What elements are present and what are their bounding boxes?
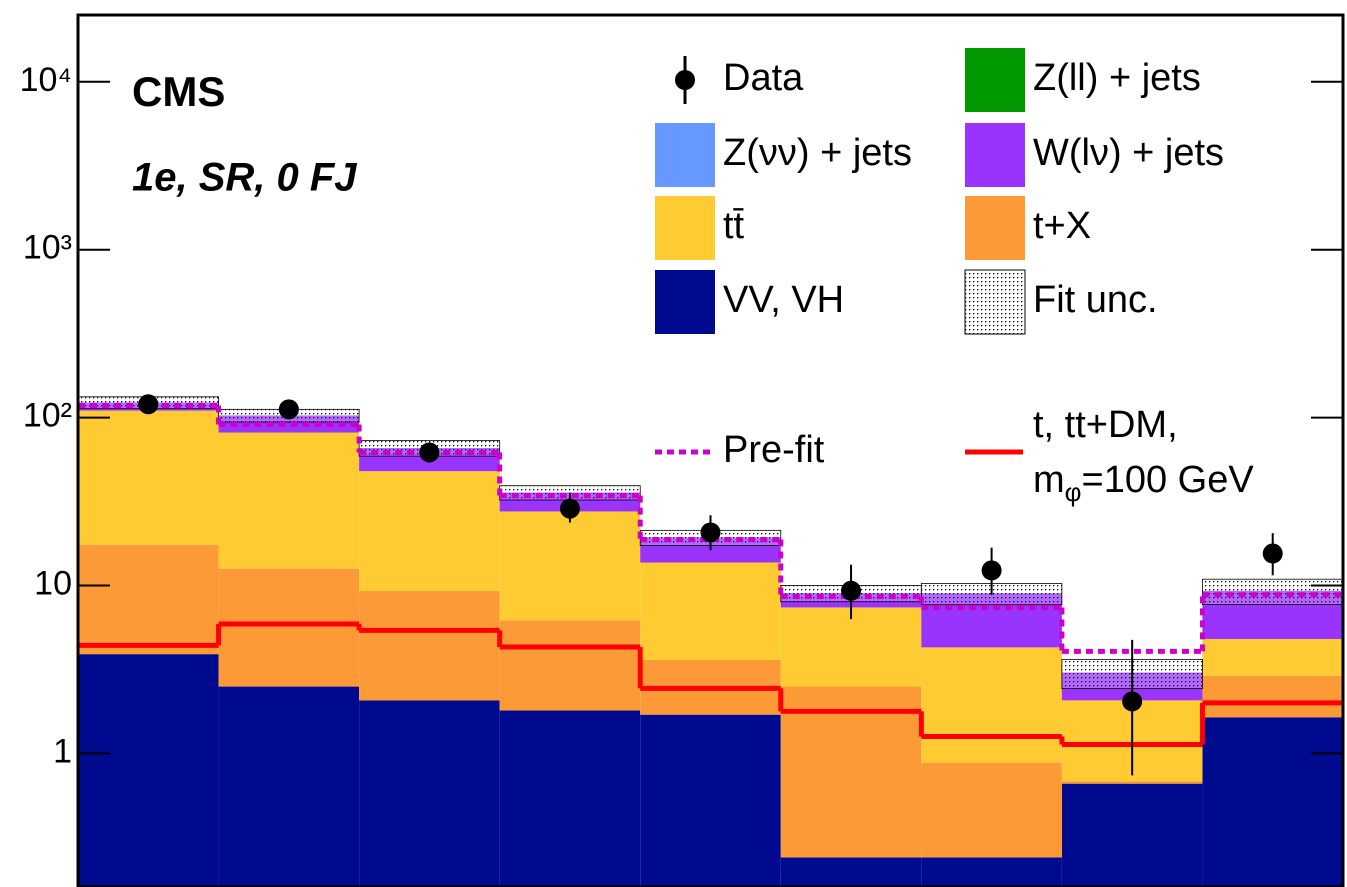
legend-data-marker bbox=[675, 70, 695, 90]
stack-segment bbox=[640, 562, 781, 660]
y-tick-label: 1 bbox=[53, 732, 72, 770]
legend-swatch bbox=[964, 269, 1026, 335]
data-point bbox=[841, 580, 862, 601]
y-tick-label: 10 bbox=[34, 564, 72, 602]
stack-segment bbox=[499, 620, 641, 711]
legend-swatch bbox=[965, 48, 1025, 112]
legend-swatch bbox=[965, 123, 1025, 187]
fit-unc-band bbox=[1202, 578, 1344, 605]
data-point bbox=[1262, 543, 1283, 564]
stack-segment bbox=[359, 471, 500, 592]
stack-segment bbox=[218, 686, 360, 887]
stack-segment bbox=[78, 544, 219, 655]
legend-label: Pre-fit bbox=[723, 429, 825, 471]
legend-swatch bbox=[655, 270, 715, 334]
legend-label: Z(ll) + jets bbox=[1033, 57, 1201, 99]
stack-segment bbox=[78, 410, 219, 545]
legend-label: Z(νν) + jets bbox=[723, 132, 912, 174]
data-point bbox=[278, 399, 299, 420]
stack-segment bbox=[1202, 717, 1343, 887]
stack-segment bbox=[218, 432, 360, 569]
stack-segment bbox=[780, 607, 922, 687]
stack-segment bbox=[359, 591, 500, 701]
y-tick-label: 10³ bbox=[23, 229, 72, 267]
cms-label: CMS bbox=[132, 68, 225, 115]
y-tick-label: 10⁴ bbox=[20, 61, 72, 99]
legend-label-part: =100 GeV bbox=[1082, 459, 1255, 501]
stack-segment bbox=[218, 568, 360, 687]
legend-label: tt̄ bbox=[723, 205, 745, 247]
legend-swatch bbox=[655, 196, 715, 260]
legend-label-part: m bbox=[1033, 459, 1065, 501]
legend-label: Fit unc. bbox=[1033, 279, 1158, 321]
stack-segment bbox=[640, 714, 781, 887]
data-point bbox=[700, 522, 721, 543]
stack-segment bbox=[1061, 781, 1203, 784]
data-point bbox=[1122, 691, 1143, 712]
legend-label: t+X bbox=[1033, 205, 1091, 247]
legend-label: Data bbox=[723, 57, 804, 99]
region-label: 1e, SR, 0 FJ bbox=[132, 156, 357, 200]
stack-segment bbox=[921, 647, 1062, 763]
legend-label-part: φ bbox=[1065, 477, 1082, 507]
legend-label: mφ=100 GeV bbox=[1033, 459, 1254, 507]
legend-label: VV, VH bbox=[723, 279, 844, 321]
stack-segment bbox=[499, 511, 641, 621]
data-point bbox=[419, 442, 440, 463]
legend-swatch bbox=[965, 196, 1025, 260]
data-point bbox=[138, 394, 159, 415]
stack-segment bbox=[359, 700, 500, 887]
stack-segment bbox=[921, 762, 1062, 858]
legend-label: W(lν) + jets bbox=[1033, 132, 1224, 174]
stack-segment bbox=[499, 710, 641, 887]
data-point bbox=[981, 560, 1002, 581]
legend-label: t, tt+DM, bbox=[1033, 404, 1178, 446]
y-tick-label: 10² bbox=[23, 397, 72, 435]
legend-swatch bbox=[655, 123, 715, 187]
stack-segment bbox=[78, 654, 219, 887]
stack-segment bbox=[1202, 639, 1343, 676]
data-point bbox=[559, 498, 580, 519]
stack-segment bbox=[780, 857, 922, 887]
plot-frame bbox=[76, 13, 1345, 887]
stack-segment bbox=[780, 686, 922, 858]
stack-segment bbox=[1202, 675, 1343, 718]
stack-segment bbox=[1061, 783, 1203, 887]
stack-segment bbox=[921, 857, 1062, 887]
